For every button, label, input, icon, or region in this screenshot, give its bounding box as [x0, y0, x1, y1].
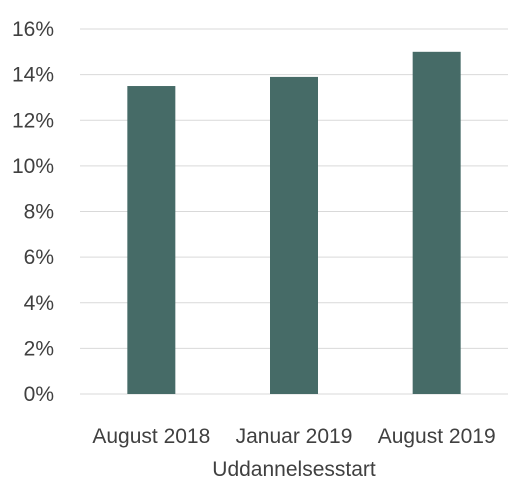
y-axis-ticks: 0% 2% 4% 6% 8% 10% 12% 14% 16% — [12, 18, 54, 406]
y-tick-label: 0% — [24, 383, 54, 406]
bar-3 — [412, 51, 461, 394]
y-tick-label: 6% — [24, 246, 54, 269]
y-tick-label: 10% — [12, 155, 54, 178]
y-tick-label: 16% — [12, 18, 54, 41]
x-axis-title: Uddannelsesstart — [212, 458, 376, 481]
x-tick-label: August 2019 — [378, 425, 496, 448]
x-tick-label: Januar 2019 — [236, 425, 353, 448]
bars — [127, 51, 461, 394]
y-tick-label: 2% — [24, 337, 54, 360]
x-tick-label: August 2018 — [92, 425, 210, 448]
y-tick-label: 8% — [24, 201, 54, 224]
y-tick-label: 12% — [12, 109, 54, 132]
x-axis-ticks: August 2018 Januar 2019 August 2019 — [92, 425, 495, 448]
bar-1 — [127, 86, 176, 394]
bar-2 — [270, 76, 318, 394]
y-tick-label: 4% — [24, 292, 54, 315]
y-tick-label: 14% — [12, 64, 54, 87]
